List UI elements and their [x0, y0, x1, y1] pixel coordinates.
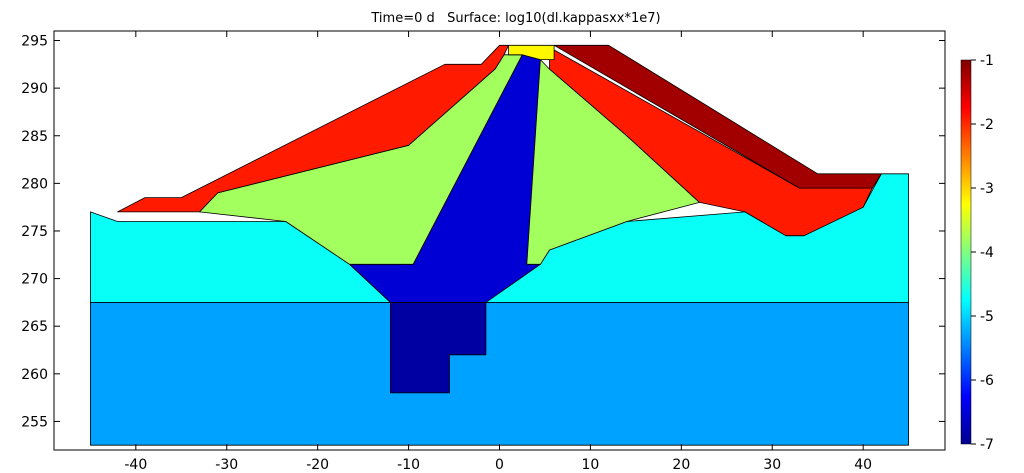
y-tick-label: 265: [21, 319, 48, 335]
regions-layer: [90, 44, 909, 446]
x-tick-label: -30: [215, 457, 238, 473]
y-tick-label: 260: [21, 367, 48, 383]
y-tick-label: 255: [21, 414, 48, 430]
y-tick-label: 295: [21, 34, 48, 50]
y-tick-label: 285: [21, 129, 48, 145]
y-tick-label: 290: [21, 81, 48, 97]
colorbar-tick-label: -3: [980, 181, 994, 197]
colorbar-tick-label: -2: [980, 117, 994, 133]
colorbar-tick-label: -1: [980, 53, 994, 69]
colorbar-tick-label: -6: [980, 373, 994, 389]
x-axis: -40 -30 -20 -10 0 10 20 30 40: [124, 31, 872, 473]
region-foundation: [90, 301, 909, 446]
colorbar-tick-label: -5: [980, 309, 994, 325]
chart-title: Time=0 d Surface: log10(dl.kappasxx*1e7): [370, 11, 660, 26]
x-tick-label: 40: [854, 457, 872, 473]
x-tick-label: 0: [495, 457, 504, 473]
colorbar-tick-label: -7: [980, 437, 994, 453]
x-tick-label: -20: [306, 457, 329, 473]
x-tick-label: 30: [763, 457, 781, 473]
x-tick-label: -40: [124, 457, 147, 473]
y-tick-label: 270: [21, 272, 48, 288]
colorbar: [960, 59, 972, 445]
y-tick-label: 280: [21, 176, 48, 192]
region-downstream-riprap: [553, 44, 882, 189]
x-tick-label: -10: [397, 457, 420, 473]
y-axis: 255 260 265 270 275 280 285 290 295: [21, 34, 945, 430]
colorbar-axis: -1 -2 -3 -4 -5 -6 -7: [971, 53, 994, 453]
y-tick-label: 275: [21, 224, 48, 240]
x-tick-label: 20: [672, 457, 690, 473]
region-downstream-shell: [549, 49, 873, 237]
x-tick-label: 10: [582, 457, 600, 473]
colorbar-tick-label: -4: [980, 245, 994, 261]
